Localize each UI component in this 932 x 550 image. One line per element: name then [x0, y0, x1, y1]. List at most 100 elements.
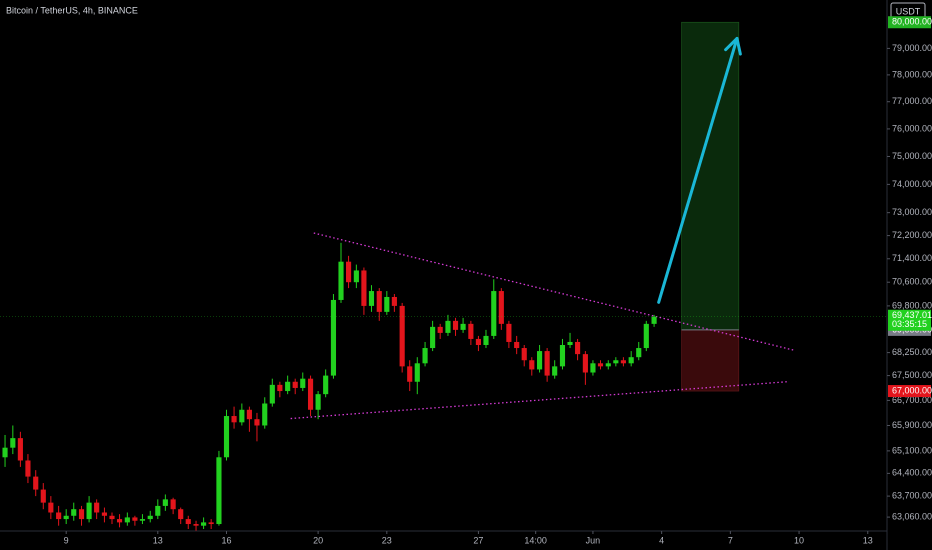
y-tick-label: 66,700.00: [892, 395, 932, 405]
candle-body: [2, 447, 8, 458]
candle-body: [132, 517, 138, 521]
candle-body: [307, 378, 314, 410]
candle-body: [162, 499, 168, 506]
candle-body: [193, 524, 199, 526]
candle-body: [17, 438, 23, 461]
candle-body: [514, 341, 520, 349]
arrow-head: [724, 36, 742, 56]
candle-body: [437, 326, 443, 333]
y-tick-label: 63,060.00: [892, 511, 932, 521]
candle-body: [254, 419, 260, 426]
candle-body: [269, 384, 275, 404]
candle-body: [537, 351, 543, 370]
y-tick-label: 64,400.00: [892, 468, 932, 478]
candle-body: [376, 291, 382, 312]
candle-body: [567, 341, 573, 346]
countdown-label: 03:35:15: [892, 319, 927, 329]
candle-body: [300, 378, 306, 388]
candle-body: [384, 296, 390, 312]
candle-body: [86, 502, 92, 520]
candle-body: [94, 502, 100, 513]
candle-body: [582, 354, 588, 373]
candle-body: [620, 360, 626, 364]
target-price-label-box: [888, 16, 931, 29]
candle-body: [101, 512, 108, 516]
stop-price-label: 67,000.00: [892, 385, 932, 395]
candle-body: [559, 345, 566, 367]
y-tick-label: 75,000.00: [892, 151, 932, 161]
candle-body: [330, 299, 337, 376]
currency-label[interactable]: USDT: [896, 6, 921, 16]
position-loss-zone: [681, 329, 740, 392]
candle-body: [529, 360, 535, 370]
y-tick-label: 73,000.00: [892, 207, 932, 217]
candle-body: [468, 323, 474, 339]
candle-body: [483, 335, 489, 346]
candle-body: [445, 320, 451, 333]
x-tick-label: 4: [659, 535, 664, 545]
x-tick-label: 27: [473, 535, 483, 545]
y-tick-label: 74,000.00: [892, 179, 932, 189]
x-tick-label: 10: [794, 535, 804, 545]
candle-body: [452, 320, 459, 330]
candle-body: [430, 326, 436, 349]
candle-body: [422, 348, 428, 364]
candle-body: [71, 509, 77, 516]
candle-body: [521, 348, 527, 361]
x-tick-label: Jun: [586, 535, 601, 545]
candle-body: [636, 348, 642, 358]
candle-body: [498, 291, 504, 324]
candle-body: [292, 381, 298, 388]
x-tick-label: 16: [221, 535, 231, 545]
y-tick-label: 70,600.00: [892, 277, 932, 287]
candle-body: [414, 363, 420, 382]
candle-body: [506, 323, 512, 342]
y-tick-label: 68,250.00: [892, 347, 932, 357]
candle-body: [40, 489, 46, 503]
candle-body: [78, 509, 85, 520]
candle-body: [116, 519, 123, 523]
candle-body: [353, 270, 359, 283]
x-tick-label: 13: [153, 535, 163, 545]
candle-body: [361, 270, 367, 306]
candle-body: [262, 403, 268, 426]
candle-body: [239, 409, 245, 423]
y-tick-label: 76,000.00: [892, 123, 932, 133]
candle-body: [605, 363, 611, 367]
candle-body: [56, 512, 62, 520]
candle-body: [628, 357, 634, 364]
candle-body: [285, 381, 291, 392]
x-tick-label: 20: [313, 535, 323, 545]
candle-body: [475, 338, 481, 346]
candle-body: [208, 522, 214, 525]
candle-body: [575, 341, 581, 355]
candle-body: [323, 375, 329, 395]
trendline: [290, 381, 787, 420]
chart-title: Bitcoin / TetherUS, 4h, BINANCE: [6, 5, 138, 15]
candle-body: [25, 460, 31, 477]
candle-body: [231, 416, 237, 423]
candle-body: [651, 316, 657, 324]
target-price-label: 80,000.00: [892, 17, 932, 27]
x-tick-label: 14:00: [524, 535, 547, 545]
candle-body: [185, 519, 191, 525]
candle-body: [491, 291, 497, 336]
candle-body: [643, 323, 649, 349]
current-price-box: [888, 309, 931, 331]
x-tick-label: 7: [728, 535, 733, 545]
y-tick-label: 65,900.00: [892, 420, 932, 430]
candle-body: [33, 476, 39, 490]
candle-body: [552, 366, 558, 376]
x-tick-label: 23: [382, 535, 392, 545]
candle-body: [399, 305, 405, 367]
candle-body: [109, 515, 115, 520]
y-tick-label: 65,100.00: [892, 445, 932, 455]
candle-body: [246, 409, 252, 420]
candle-body: [48, 502, 54, 513]
y-tick-label: 77,000.00: [892, 96, 932, 106]
candle-body: [10, 438, 16, 448]
y-tick-label: 67,500.00: [892, 370, 932, 380]
candle-body: [277, 384, 283, 392]
